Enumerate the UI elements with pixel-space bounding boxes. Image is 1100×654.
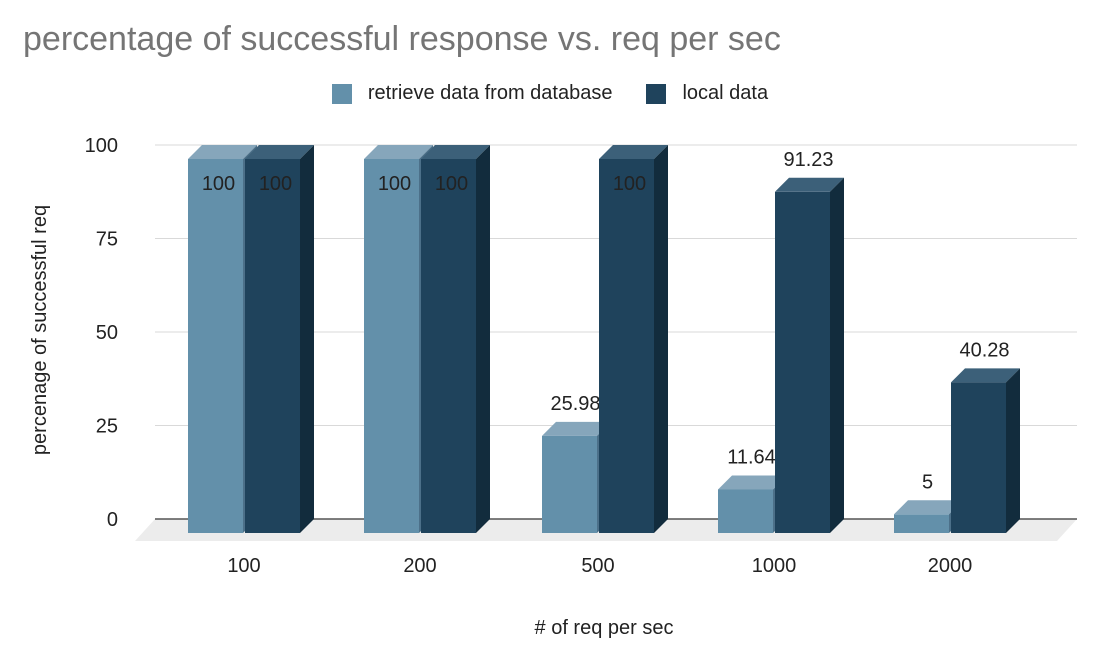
- bar-1: [188, 159, 243, 533]
- legend-label-series-1: retrieve data from database: [367, 82, 613, 104]
- x-tick-label: 200: [403, 555, 436, 577]
- data-label: 100: [259, 173, 292, 195]
- data-label: 40.28: [959, 339, 1009, 361]
- y-tick-label: 100: [85, 135, 118, 157]
- chart-title: percentage of successful response vs. re…: [23, 20, 781, 58]
- x-tick-label: 1000: [752, 555, 797, 577]
- x-tick-label: 100: [227, 555, 260, 577]
- bar-top-1: [364, 145, 433, 159]
- data-label: 5: [922, 471, 933, 493]
- bar-top-2: [775, 177, 844, 192]
- bar-side-2: [654, 145, 668, 533]
- bar-2: [245, 159, 300, 533]
- legend-item-series-1: retrieve data from database: [331, 82, 613, 105]
- bar-top-1: [542, 421, 611, 436]
- bar-top-1: [718, 475, 787, 490]
- y-tick-label: 50: [96, 322, 118, 344]
- y-axis-title: percenage of successful req: [29, 205, 51, 455]
- x-tick-label: 500: [581, 555, 614, 577]
- data-label: 11.64: [727, 446, 776, 468]
- bar-1: [542, 435, 597, 533]
- bar-2: [599, 159, 654, 533]
- legend-swatch-series-2: [646, 83, 667, 104]
- data-label: 100: [613, 173, 646, 195]
- x-tick-label: 2000: [928, 555, 973, 577]
- bar-top-1: [188, 145, 257, 159]
- legend: retrieve data from database local data: [0, 82, 1100, 105]
- data-label: 100: [378, 173, 411, 195]
- y-tick-label: 75: [96, 229, 118, 251]
- y-tick-label: 25: [96, 416, 118, 438]
- legend-item-series-2: local data: [646, 82, 768, 105]
- legend-label-series-2: local data: [682, 82, 769, 104]
- y-tick-label: 0: [107, 509, 118, 531]
- bar-1: [718, 489, 773, 533]
- data-label: 91.23: [783, 149, 833, 171]
- x-axis-title: # of req per sec: [535, 617, 674, 639]
- bar-2: [775, 191, 830, 533]
- bar-side-2: [1006, 368, 1020, 533]
- bar-side-2: [830, 177, 844, 533]
- bar-top-2: [421, 145, 490, 159]
- bar-2: [951, 382, 1006, 533]
- bar-top-1: [894, 500, 963, 515]
- bar-top-2: [245, 145, 314, 159]
- bar-top-2: [951, 368, 1020, 383]
- legend-swatch-series-1: [331, 83, 352, 104]
- bar-side-2: [476, 145, 490, 533]
- data-label: 100: [435, 173, 468, 195]
- bar-top-2: [599, 145, 668, 159]
- bar-1: [364, 159, 419, 533]
- bar-1: [894, 514, 949, 533]
- bar-side-2: [300, 145, 314, 533]
- bar-2: [421, 159, 476, 533]
- data-label: 100: [202, 173, 235, 195]
- data-label: 25.98: [550, 393, 600, 415]
